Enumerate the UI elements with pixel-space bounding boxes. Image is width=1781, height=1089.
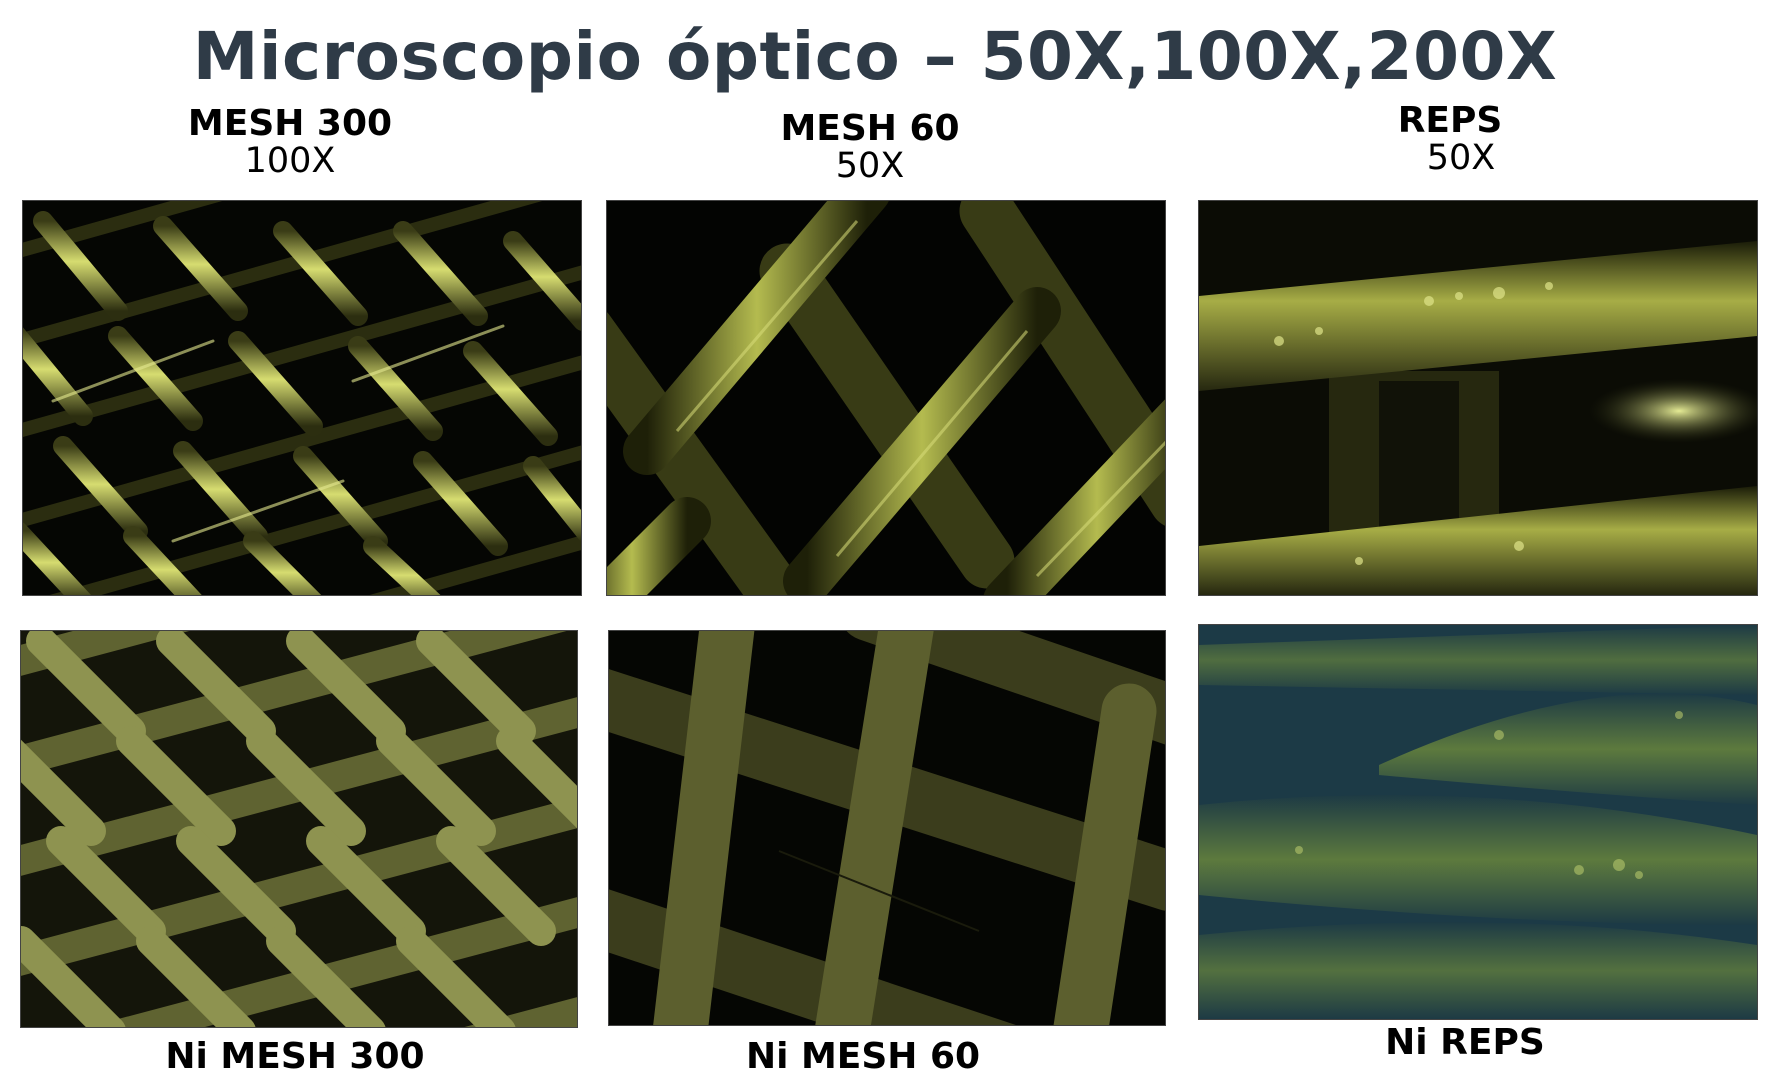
caption-ni-mesh-300: Ni MESH 300 [165,1036,425,1077]
micrograph-mesh-300 [22,200,582,596]
micrograph-ni-mesh-300 [20,630,578,1028]
column-magnification: 50X [835,145,905,186]
column-header-mesh-60: MESH 60 50X [740,110,1000,185]
micrograph-mesh-60 [606,200,1166,596]
column-header-mesh-300: MESH 300 100X [150,105,430,180]
column-name: REPS [1397,100,1503,141]
slide-title: Microscopio óptico – 50X,100X,200X [192,18,1558,95]
micrograph-reps [1198,200,1758,596]
caption-ni-reps: Ni REPS [1385,1022,1545,1063]
column-magnification: 50X [1426,137,1496,178]
micrograph-ni-reps [1198,624,1758,1020]
column-name: MESH 60 [780,108,960,149]
caption-ni-mesh-60: Ni MESH 60 [745,1036,981,1077]
column-magnification: 100X [244,140,336,181]
column-name: MESH 300 [187,103,393,144]
column-header-reps: REPS 50X [1370,102,1530,177]
micrograph-ni-mesh-60 [608,630,1166,1026]
